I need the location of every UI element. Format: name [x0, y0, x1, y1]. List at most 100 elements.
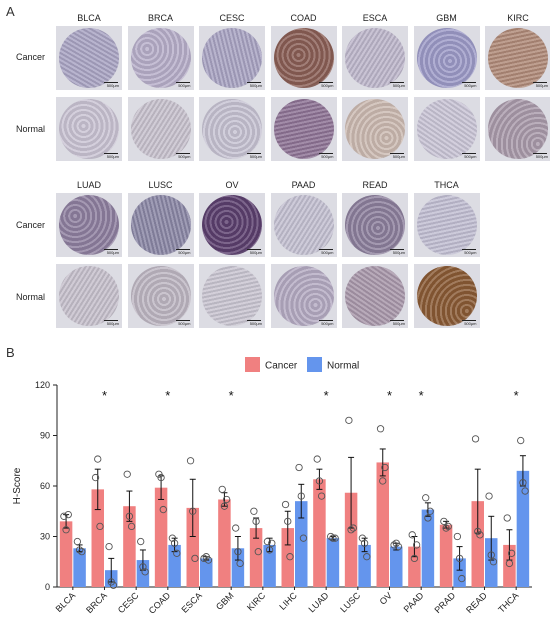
data-point-normal-paad: [422, 494, 430, 502]
bar-cancer-luad: [313, 479, 326, 587]
data-point-cancer-cesc: [127, 522, 136, 531]
tissue-core: [273, 195, 334, 255]
data-point-normal-lihc: [297, 492, 305, 500]
row-label-cancer-2: Cancer: [16, 220, 46, 230]
tissue-core-cancer-read: 500μm: [342, 193, 408, 257]
scale-label: 500μm: [106, 154, 119, 159]
tissue-core-cancer-blca: 500μm: [56, 26, 122, 90]
bar-cancer-ov: [376, 462, 389, 587]
legend-label-normal: Normal: [327, 361, 359, 372]
data-point-cancer-brca: [96, 522, 104, 531]
data-point-normal-lusc: [360, 539, 369, 547]
data-point-normal-kirc: [265, 546, 274, 554]
scale-bar: [533, 82, 547, 83]
scale-label: 500μm: [106, 83, 119, 88]
x-tick-label-coad: COAD: [147, 590, 173, 616]
panel-b-label: B: [6, 345, 15, 360]
scale-label: 500μm: [321, 83, 334, 88]
column-header-paad: PAAD: [291, 180, 316, 190]
legend-swatch-cancer: [245, 357, 260, 372]
data-point-normal-thca: [517, 436, 525, 445]
scale-bar: [461, 249, 476, 250]
data-point-cancer-luad: [317, 492, 326, 500]
tissue-core-cancer-gbm: 500μm: [413, 26, 480, 90]
y-tick-label-60: 60: [40, 481, 50, 491]
tissue-core-cancer-esca: 500μm: [342, 26, 408, 90]
tissue-core-cancer-brca: 500μm: [127, 26, 194, 90]
data-point-cancer-brca: [94, 455, 102, 463]
scale-bar: [390, 153, 404, 154]
scale-label: 500μm: [321, 154, 334, 159]
data-point-normal-lihc: [299, 534, 308, 542]
data-point-cancer-gbm: [218, 485, 226, 494]
scale-label: 500μm: [178, 321, 191, 326]
scale-label: 500μm: [392, 250, 405, 255]
data-point-cancer-lusc: [347, 526, 355, 534]
panel-a-label: A: [6, 4, 15, 19]
tissue-core-normal-read: 500μm: [342, 264, 408, 328]
row-label-normal-2: Normal: [16, 292, 46, 302]
tissue-core: [345, 99, 405, 159]
bar-cancer-thca: [503, 544, 516, 587]
data-point-normal-ov: [394, 542, 403, 551]
row-label-normal: Normal: [16, 124, 46, 134]
scale-label: 500μm: [249, 321, 262, 326]
scale-bar: [175, 153, 190, 154]
scale-bar: [318, 249, 333, 250]
x-tick-label-brca: BRCA: [84, 590, 109, 615]
bar-cancer-coad: [154, 487, 168, 587]
bar-normal-blca: [73, 548, 86, 587]
data-point-cancer-thca: [507, 549, 516, 557]
scale-bar: [318, 320, 333, 321]
scale-bar: [247, 320, 261, 321]
data-point-normal-gbm: [236, 559, 244, 568]
legend-swatch-normal: [307, 357, 322, 372]
tissue-core-cancer-lusc: 500μm: [127, 193, 194, 257]
bar-cancer-gbm: [218, 499, 231, 587]
x-tick-label-paad: PAAD: [402, 590, 426, 614]
tissue-core: [202, 28, 262, 88]
x-tick-label-read: READ: [464, 590, 489, 615]
y-axis-label: H-Score: [12, 467, 23, 504]
bar-cancer-esca: [186, 507, 199, 587]
scale-bar: [533, 153, 547, 154]
data-point-normal-blca: [73, 537, 82, 546]
data-point-normal-coad: [168, 534, 177, 542]
tissue-core-normal-paad: 500μm: [270, 264, 337, 328]
significance-marker-thca: *: [514, 388, 519, 403]
scale-bar: [104, 249, 118, 250]
column-header-gbm: GBM: [436, 13, 457, 23]
x-tick-label-lihc: LIHC: [277, 590, 299, 612]
column-header-thca: THCA: [434, 180, 459, 190]
x-tick-label-prad: PRAD: [432, 590, 457, 615]
bar-chart-svg: Cancer Normal 0 30 60 90 120 H-Score BLCA * BRCA CE…: [12, 357, 532, 616]
tissue-core: [488, 28, 548, 88]
data-point-normal-luad: [327, 532, 335, 541]
bar-cancer-blca: [59, 521, 73, 587]
data-point-normal-lusc: [358, 534, 367, 542]
scale-label: 500μm: [535, 83, 548, 88]
data-point-normal-thca: [521, 487, 529, 495]
column-header-brca: BRCA: [147, 13, 173, 23]
tissue-core-normal-brca: 500μm: [127, 97, 194, 161]
tissue-core-normal-coad: 500μm: [270, 97, 337, 161]
data-point-cancer-esca: [189, 507, 197, 515]
data-point-normal-gbm: [232, 524, 240, 532]
x-tick-label-lusc: LUSC: [338, 590, 362, 614]
scale-bar: [390, 320, 404, 321]
tissue-core: [345, 28, 405, 88]
x-tick-label-luad: LUAD: [307, 590, 331, 614]
tissue-core: [416, 266, 477, 326]
data-point-cancer-kirc: [250, 507, 258, 515]
column-header-coad: COAD: [290, 13, 317, 23]
data-point-cancer-ov: [379, 477, 387, 485]
data-point-normal-cesc: [141, 568, 149, 576]
data-point-normal-coad: [170, 539, 179, 547]
scale-label: 500μm: [535, 154, 548, 159]
scale-label: 500μm: [321, 250, 334, 255]
scale-bar: [318, 82, 333, 83]
scale-label: 500μm: [464, 83, 477, 88]
row-label-cancer: Cancer: [16, 52, 46, 62]
panel-a-tissue-images: A BLCA 500μm 500μm BRCA 500μm 500μm CESC 500μm 5…: [6, 4, 550, 328]
column-header-cesc: CESC: [219, 13, 245, 23]
